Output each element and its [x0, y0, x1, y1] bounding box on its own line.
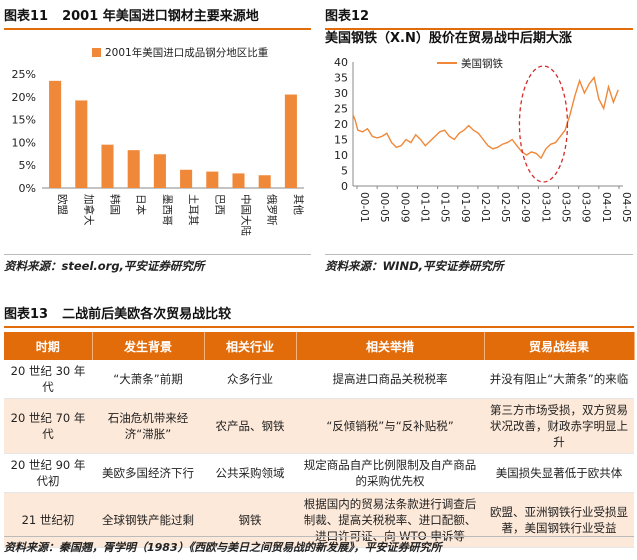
cell-measures: “反倾销税”与“反补贴税” — [296, 398, 484, 454]
import-source-bar-chart: 2001年美国进口成品钢分地区比重 0% 5% 10% 15% 20% 25% 欧盟 加拿大 韩国… — [12, 46, 305, 236]
x-tick-label: 00-01 — [358, 192, 370, 223]
y-tick-label: 15% — [12, 114, 36, 127]
table-row: 21 世纪初 全球钢铁产能过剩 钢铁 根据国内的贸易法条款进行调查后制裁、提高关… — [4, 492, 634, 548]
cell-result: 欧盟、亚洲钢铁行业受损显著，美国钢铁行业受益 — [484, 492, 634, 548]
x-tick-label: 巴西 — [213, 194, 225, 215]
x-tick-label: 其他 — [292, 194, 305, 215]
figure-12-source: 资料来源：WIND,平安证券研究所 — [325, 254, 633, 274]
figure-12-label: 图表12 — [325, 9, 370, 24]
header-period: 时期 — [4, 332, 93, 360]
trade-war-comparison-table: 时期 发生背景 相关行业 相关举措 贸易战结果 20 世纪 30 年代 “大萧条… — [4, 332, 635, 548]
legend-label: 2001年美国进口成品钢分地区比重 — [105, 46, 268, 59]
y-tick-label: 0 — [341, 180, 348, 193]
y-tick-label: 20 — [334, 118, 348, 131]
cell-industry: 众多行业 — [204, 360, 296, 399]
cell-industry: 钢铁 — [204, 492, 296, 548]
y-tick-label: 30 — [334, 87, 348, 100]
x-tick-label: 03-09 — [580, 192, 592, 223]
table-row: 20 世纪 30 年代 “大萧条”前期 众多行业 提高进口商品关税税率 并没有阻… — [4, 360, 634, 399]
cell-industry: 公共采购领域 — [204, 453, 296, 493]
highlight-ellipse — [518, 65, 569, 183]
cell-background: 全球钢铁产能过剩 — [92, 492, 204, 548]
x-tick-label: 俄罗斯 — [266, 194, 279, 226]
cell-background: “大萧条”前期 — [92, 360, 204, 399]
cell-measures: 根据国内的贸易法条款进行调查后制裁、提高关税税率、进口配额、进口许可证、向 WT… — [296, 492, 484, 548]
y-tick-label: 5% — [19, 159, 36, 172]
x-tick-label: 02-05 — [499, 192, 511, 223]
header-measures: 相关举措 — [296, 332, 485, 360]
x-tick-label: 02-09 — [519, 192, 531, 223]
x-tick-label: 01-01 — [418, 192, 430, 223]
table-row: 20 世纪 90 年代初 美欧多国经济下行 公共采购领域 规定商品自产比例限制及… — [4, 453, 634, 493]
y-tick-label: 10% — [12, 136, 36, 149]
cell-period: 20 世纪 30 年代 — [4, 360, 92, 399]
header-industry: 相关行业 — [204, 332, 297, 360]
figure-11-label: 图表11 — [4, 9, 49, 24]
y-tick-label: 10 — [334, 149, 348, 162]
cell-result: 并没有阻止“大萧条”的来临 — [484, 360, 634, 399]
cell-result: 第三方市场受损，双方贸易状况改善，财政赤字明显上升 — [484, 398, 634, 454]
figure-11-title: 图表11 2001 年美国进口钢材主要来源地 — [4, 6, 311, 30]
x-tick-label: 02-01 — [479, 192, 491, 223]
y-tick-label: 15 — [334, 134, 348, 147]
legend-swatch — [92, 48, 101, 57]
bar — [153, 154, 166, 188]
bar — [206, 171, 219, 188]
figure-12-heading: 美国钢铁（X.N）股价在贸易战中后期大涨 — [325, 31, 572, 46]
series-line — [352, 75, 619, 160]
cell-industry: 农产品、钢铁 — [204, 398, 296, 454]
bar — [258, 175, 271, 188]
x-tick-label: 中国大陆 — [240, 194, 253, 236]
y-tick-label: 0% — [19, 182, 36, 195]
figure-12-title: 图表12 美国钢铁（X.N）股价在贸易战中后期大涨 — [325, 6, 633, 46]
bar — [232, 173, 245, 188]
y-tick-label: 20% — [12, 91, 36, 104]
cell-period: 20 世纪 70 年代 — [4, 398, 92, 454]
figure-11-source: 资料来源：steel.org,平安证券研究所 — [4, 254, 311, 274]
header-result: 贸易战结果 — [484, 332, 635, 360]
table-header-row: 时期 发生背景 相关行业 相关举措 贸易战结果 — [4, 332, 635, 360]
table-row: 20 世纪 70 年代 石油危机带来经济“滞胀” 农产品、钢铁 “反倾销税”与“… — [4, 398, 634, 454]
x-tick-label: 03-05 — [560, 192, 572, 223]
x-tick-label: 加拿大 — [82, 194, 95, 226]
figure-13-heading: 二战前后美欧各次贸易战比较 — [62, 307, 232, 322]
x-tick-label: 00-09 — [398, 192, 410, 223]
figure-13-source: 资料来源：秦国翘，胥学明（1983）《西欧与美日之间贸易战的新发展》，平安证券研… — [4, 536, 634, 556]
y-tick-label: 25% — [12, 68, 36, 81]
x-tick-label: 土耳其 — [187, 194, 200, 226]
y-tick-label: 35 — [334, 72, 348, 85]
figure-11-heading: 2001 年美国进口钢材主要来源地 — [62, 9, 259, 24]
x-tick-label: 墨西哥 — [161, 194, 173, 226]
cell-measures: 提高进口商品关税税率 — [296, 360, 484, 399]
y-tick-label: 40 — [334, 56, 348, 69]
legend-label: 美国钢铁 — [461, 57, 503, 70]
x-tick-label: 欧盟 — [56, 194, 68, 215]
x-tick-label: 01-09 — [459, 192, 471, 223]
cell-period: 20 世纪 90 年代初 — [4, 453, 92, 493]
x-tick-label: 01-05 — [439, 192, 451, 223]
x-tick-label: 日本 — [135, 194, 148, 215]
figure-13-title: 图表13 二战前后美欧各次贸易战比较 — [4, 304, 634, 328]
bar — [284, 94, 297, 188]
cell-result: 美国损失显著低于欧共体 — [484, 453, 634, 493]
cell-measures: 规定商品自产比例限制及自产商品的采购优先权 — [296, 453, 484, 493]
bar — [180, 169, 193, 188]
cell-background: 石油危机带来经济“滞胀” — [92, 398, 204, 454]
cell-period: 21 世纪初 — [4, 492, 92, 548]
header-background: 发生背景 — [92, 332, 205, 360]
steel-stock-line-chart: 0 5 10 15 20 25 30 35 40 00-01 00-05 00-09 01-01 01-0… — [334, 56, 632, 223]
y-tick-label: 25 — [334, 103, 348, 116]
figure-13-label: 图表13 — [4, 307, 49, 322]
x-tick-label: 00-05 — [378, 192, 390, 223]
bar — [127, 150, 140, 188]
x-tick-label: 04-01 — [600, 192, 612, 223]
y-tick-label: 5 — [341, 165, 348, 178]
x-tick-label: 韩国 — [109, 194, 122, 215]
x-tick-label: 04-05 — [620, 192, 632, 223]
bar — [101, 144, 114, 188]
bar — [49, 80, 62, 188]
x-tick-label: 03-01 — [539, 192, 551, 223]
cell-background: 美欧多国经济下行 — [92, 453, 204, 493]
bar — [75, 100, 88, 188]
